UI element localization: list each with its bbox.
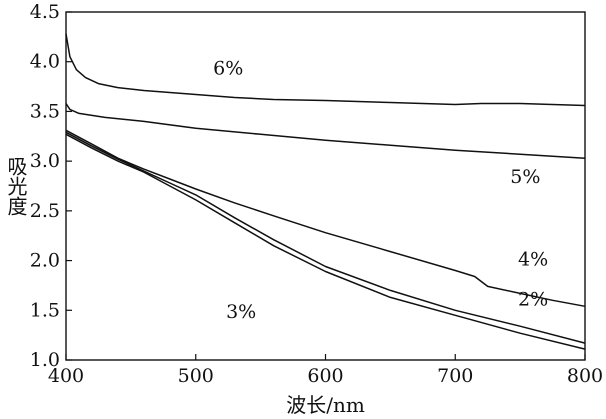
x-tick-label: 500 — [178, 365, 214, 387]
x-tick-label: 800 — [567, 365, 603, 387]
series-line — [65, 33, 586, 107]
series-label: 2% — [518, 288, 548, 310]
y-tick-label: 4.0 — [30, 51, 60, 73]
series-line — [65, 133, 586, 350]
series-label: 5% — [510, 166, 540, 188]
y-tick-label: 1.5 — [30, 299, 60, 321]
axis-labels: 400 500 600 700 800 1.0 1.5 2.0 2.5 3.0 3.5 4.0 4.5 6… — [30, 1, 603, 387]
y-tick-label: 4.5 — [30, 1, 60, 23]
series-label: 3% — [226, 301, 256, 323]
x-tick-label: 400 — [48, 365, 84, 387]
y-tick-label: 2.5 — [30, 200, 60, 222]
axis-ticks — [65, 11, 586, 361]
series-line — [65, 129, 586, 308]
series-line — [65, 103, 586, 159]
y-axis-title: 吸光度 — [4, 156, 28, 216]
plot-frame — [65, 11, 586, 361]
y-tick-label: 1.0 — [30, 349, 60, 371]
x-tick-label: 600 — [307, 365, 343, 387]
y-tick-label: 2.0 — [30, 250, 60, 272]
series-label: 6% — [213, 58, 243, 80]
series-lines — [65, 33, 586, 350]
y-tick-label: 3.5 — [30, 100, 60, 122]
x-tick-label: 700 — [437, 365, 473, 387]
series-label: 4% — [518, 249, 548, 271]
x-axis-title: 波长/nm — [286, 393, 365, 417]
y-tick-label: 3.0 — [30, 150, 60, 172]
series-line — [65, 131, 586, 344]
